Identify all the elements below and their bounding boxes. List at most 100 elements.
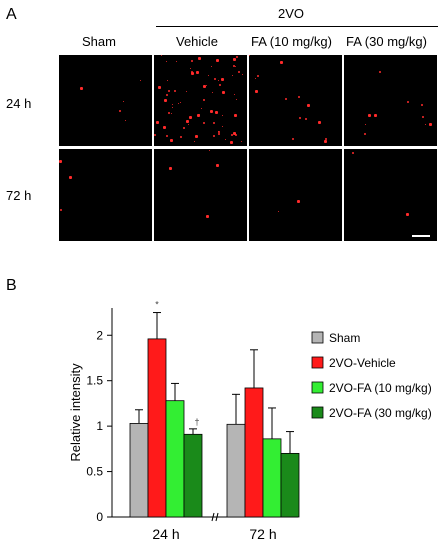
legend-label: 2VO-FA (30 mg/kg) bbox=[329, 406, 432, 420]
bar bbox=[147, 338, 167, 518]
fluorescent-spot bbox=[119, 110, 121, 112]
fluorescent-spot bbox=[255, 90, 258, 93]
fluorescent-spot bbox=[208, 75, 209, 76]
fluorescent-spot bbox=[166, 135, 168, 137]
fluorescent-spot bbox=[201, 108, 202, 109]
legend-label: 2VO-FA (10 mg/kg) bbox=[329, 381, 432, 395]
fluorescent-spot bbox=[172, 107, 173, 108]
fluorescent-spot bbox=[214, 78, 216, 80]
fluorescent-spot bbox=[234, 114, 237, 117]
fluorescent-spot bbox=[172, 104, 173, 105]
micrograph-72h-fa10 bbox=[249, 149, 342, 241]
bar bbox=[280, 452, 300, 518]
micrograph-24h-vehicle bbox=[154, 55, 247, 146]
category-label: 72 h bbox=[249, 526, 276, 542]
row-label-72h: 72 h bbox=[6, 188, 32, 203]
panel-a-label: A bbox=[6, 6, 17, 23]
fluorescent-spot bbox=[231, 134, 233, 136]
fluorescent-spot bbox=[158, 86, 161, 89]
column-header-sham: Sham bbox=[82, 34, 116, 49]
fluorescent-spot bbox=[166, 61, 167, 62]
fluorescent-spot bbox=[166, 94, 168, 96]
fluorescent-spot bbox=[194, 141, 195, 142]
fluorescent-spot bbox=[218, 80, 219, 81]
group-header-2vo: 2VO bbox=[278, 6, 305, 21]
fluorescent-spot bbox=[242, 74, 243, 75]
fluorescent-spot bbox=[324, 140, 327, 143]
fluorescent-spot bbox=[176, 61, 177, 62]
legend-swatch bbox=[311, 381, 324, 394]
fluorescent-spot bbox=[186, 91, 187, 92]
fluorescent-spot bbox=[198, 57, 201, 60]
fluorescent-spot bbox=[379, 71, 381, 73]
fluorescent-spot bbox=[209, 150, 210, 151]
fluorescent-spot bbox=[163, 126, 166, 129]
fluorescent-spot bbox=[210, 110, 213, 113]
fluorescent-spot bbox=[180, 102, 181, 103]
fluorescent-spot bbox=[278, 211, 279, 212]
fluorescent-spot bbox=[233, 65, 235, 67]
micrograph-24h-fa10 bbox=[249, 55, 342, 146]
scale-bar bbox=[412, 235, 430, 237]
fluorescent-spot bbox=[299, 117, 301, 119]
fluorescent-spot bbox=[211, 66, 212, 67]
fluorescent-spot bbox=[235, 134, 237, 136]
fluorescent-spot bbox=[285, 98, 287, 100]
fluorescent-spot bbox=[368, 114, 371, 117]
fluorescent-spot bbox=[206, 85, 207, 86]
fluorescent-spot bbox=[230, 141, 233, 144]
fluorescent-spot bbox=[352, 152, 354, 154]
fluorescent-spot bbox=[325, 138, 327, 140]
micrograph-24h-fa30 bbox=[344, 55, 437, 146]
fluorescent-spot bbox=[222, 91, 225, 94]
y-tick-label: 2 bbox=[96, 328, 103, 342]
fluorescent-spot bbox=[191, 60, 193, 62]
fluorescent-spot bbox=[183, 127, 185, 129]
fluorescent-spot bbox=[190, 68, 191, 69]
fluorescent-spot bbox=[298, 96, 300, 98]
fluorescent-spot bbox=[174, 90, 176, 92]
fluorescent-spot bbox=[407, 101, 409, 103]
fluorescent-spot bbox=[221, 78, 224, 81]
fluorescent-spot bbox=[222, 126, 223, 127]
fluorescent-spot bbox=[235, 66, 236, 67]
fluorescent-spot bbox=[168, 112, 170, 114]
fluorescent-spot bbox=[218, 131, 220, 133]
micrograph-24h-sham bbox=[59, 55, 152, 146]
fluorescent-spot bbox=[60, 209, 62, 211]
y-axis-label: Relative intensity bbox=[68, 363, 83, 462]
fluorescent-spot bbox=[297, 200, 300, 203]
fluorescent-spot bbox=[233, 58, 236, 61]
fluorescent-spot bbox=[191, 72, 194, 75]
panel-b-label: B bbox=[6, 277, 17, 294]
fluorescent-spot bbox=[213, 135, 215, 137]
bar bbox=[244, 387, 264, 518]
fluorescent-spot bbox=[203, 99, 205, 101]
fluorescent-spot bbox=[196, 71, 199, 74]
fluorescent-spot bbox=[197, 114, 200, 117]
fluorescent-spot bbox=[188, 124, 189, 125]
fluorescent-spot bbox=[167, 80, 168, 81]
fluorescent-spot bbox=[186, 120, 189, 123]
fluorescent-spot bbox=[406, 213, 409, 216]
fluorescent-spot bbox=[215, 111, 218, 114]
fluorescent-spot bbox=[213, 122, 215, 124]
fluorescent-spot bbox=[364, 133, 366, 135]
y-tick-label: 0.5 bbox=[86, 465, 103, 479]
fluorescent-spot bbox=[421, 104, 423, 106]
fluorescent-spot bbox=[59, 160, 62, 163]
fluorescent-spot bbox=[125, 120, 126, 121]
fluorescent-spot bbox=[203, 85, 206, 88]
legend-swatch bbox=[311, 331, 324, 344]
fluorescent-spot bbox=[318, 121, 321, 124]
fluorescent-spot bbox=[241, 141, 242, 142]
micrograph-72h-vehicle bbox=[154, 149, 247, 241]
legend-label: Sham bbox=[329, 331, 360, 345]
fluorescent-spot bbox=[168, 90, 170, 92]
axis-break-mark bbox=[211, 512, 215, 522]
fluorescent-spot bbox=[180, 136, 182, 138]
bar-chart: 0 0.5 1 1.5 2 Relative intensity 24 h 72 h * † Sha… bbox=[68, 300, 432, 542]
fluorescent-spot bbox=[232, 75, 233, 76]
fluorescent-spot bbox=[216, 164, 219, 167]
fluorescent-spot bbox=[189, 116, 192, 119]
